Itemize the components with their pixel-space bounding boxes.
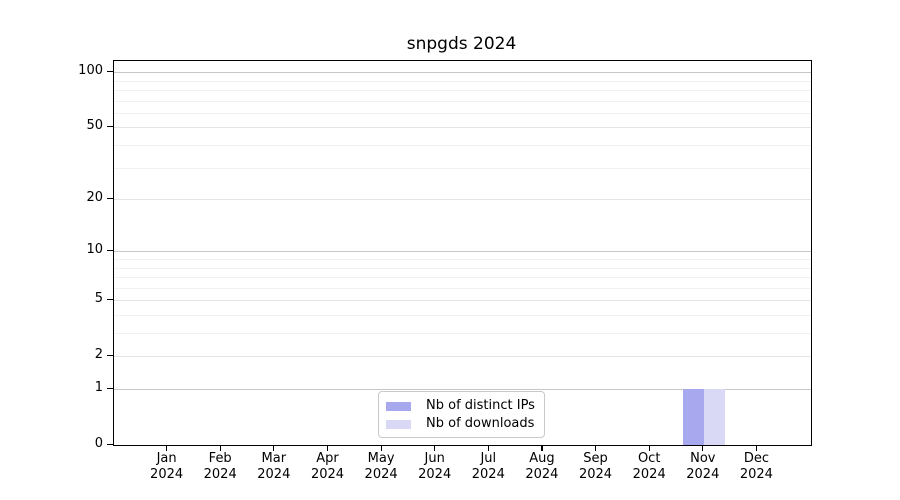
x-tick-dec-2024 — [755, 445, 758, 451]
x-tick-label-line: 2024 — [418, 467, 452, 482]
gridline-y-8 — [114, 267, 811, 269]
legend: Nb of distinct IPs Nb of downloads — [378, 391, 545, 438]
gridline-y-10 — [114, 251, 811, 253]
y-tick-1 — [107, 387, 113, 389]
y-tick-label-20: 20 — [86, 190, 103, 206]
y-tick-label-100: 100 — [78, 63, 103, 79]
legend-swatch-icon — [386, 419, 411, 429]
x-tick-label-aug-2024: Aug 2024 — [510, 451, 574, 483]
x-tick-label-jan-2024: Jan 2024 — [135, 451, 199, 483]
y-tick-label-2: 2 — [94, 347, 103, 363]
y-tick-2 — [107, 354, 113, 356]
y-tick-label-50: 50 — [86, 118, 103, 134]
x-tick-label-line: 2024 — [471, 467, 505, 482]
gridline-y-2 — [114, 356, 811, 358]
x-tick-label-line: 2024 — [203, 467, 237, 482]
gridline-y-80 — [114, 90, 811, 91]
x-tick-label-line: Apr — [316, 451, 339, 466]
y-tick-50 — [107, 125, 113, 128]
legend-label: Nb of distinct IPs — [426, 398, 535, 413]
x-tick-jul-2024 — [487, 445, 489, 451]
x-tick-may-2024 — [380, 445, 382, 451]
x-tick-label-line: 2024 — [632, 467, 666, 482]
x-tick-label-mar-2024: Mar 2024 — [242, 451, 306, 483]
x-tick-label-line: Jul — [480, 451, 497, 466]
x-tick-label-line: 2024 — [686, 467, 720, 482]
x-tick-label-line: Feb — [208, 451, 232, 466]
x-tick-label-line: Jan — [156, 451, 177, 466]
x-tick-label-line: 2024 — [364, 467, 398, 482]
gridline-y-30 — [114, 167, 811, 169]
plot-area — [113, 60, 812, 446]
gridline-y-20 — [114, 199, 811, 201]
x-tick-label-jul-2024: Jul 2024 — [456, 451, 520, 483]
x-tick-label-dec-2024: Dec 2024 — [724, 451, 788, 483]
x-tick-label-sep-2024: Sep 2024 — [564, 451, 628, 483]
x-tick-label-line: 2024 — [257, 467, 291, 482]
gridline-y-90 — [114, 80, 811, 82]
x-tick-label-line: Jun — [424, 451, 445, 466]
bar-nb-of-distinct-ips-nov-2024 — [682, 389, 704, 445]
x-tick-label-line: 2024 — [310, 467, 345, 482]
x-tick-label-nov-2024: Nov 2024 — [671, 451, 735, 483]
gridline-y-6 — [114, 287, 811, 289]
legend-swatch-icon — [386, 401, 411, 411]
chart-title: snpgds 2024 — [406, 34, 517, 54]
x-tick-oct-2024 — [648, 445, 650, 451]
x-tick-sep-2024 — [595, 445, 597, 451]
y-tick-5 — [107, 298, 113, 300]
gridline-y-70 — [114, 100, 811, 102]
x-tick-jun-2024 — [434, 445, 436, 451]
x-tick-label-line: 2024 — [150, 467, 184, 482]
x-tick-feb-2024 — [219, 445, 221, 451]
gridline-y-4 — [114, 315, 811, 316]
x-tick-label-line: Nov — [690, 451, 716, 466]
gridline-y-7 — [114, 277, 811, 278]
legend-item-nb-of-distinct-ips: Nb of distinct IPs — [385, 397, 538, 415]
x-tick-apr-2024 — [327, 445, 329, 451]
gridline-y-5 — [114, 300, 811, 302]
x-tick-label-line: Aug — [529, 451, 555, 466]
gridline-y-100 — [114, 72, 811, 74]
x-tick-label-apr-2024: Apr 2024 — [296, 451, 360, 483]
gridline-y-1 — [114, 389, 811, 390]
gridline-y-40 — [114, 145, 811, 146]
y-tick-label-5: 5 — [94, 291, 103, 307]
x-tick-label-line: Sep — [583, 451, 608, 466]
y-tick-label-1: 1 — [94, 380, 103, 395]
x-tick-label-line: May — [367, 451, 395, 466]
x-tick-label-line: Oct — [637, 451, 661, 466]
x-tick-label-oct-2024: Oct 2024 — [617, 451, 681, 483]
gridline-y-50 — [114, 127, 811, 129]
y-tick-10 — [107, 249, 113, 251]
y-tick-0 — [107, 443, 113, 445]
y-tick-20 — [107, 197, 113, 199]
x-tick-label-jun-2024: Jun 2024 — [403, 451, 467, 483]
x-tick-label-line: 2024 — [525, 467, 559, 482]
y-tick-100 — [107, 70, 113, 72]
x-tick-label-line: 2024 — [578, 467, 613, 482]
x-tick-nov-2024 — [702, 445, 704, 451]
x-tick-label-line: Dec — [743, 451, 769, 466]
x-tick-mar-2024 — [273, 445, 275, 451]
legend-label: Nb of downloads — [426, 416, 535, 431]
x-tick-label-feb-2024: Feb 2024 — [188, 451, 252, 483]
x-tick-label-line: 2024 — [739, 467, 773, 482]
bar-nb-of-downloads-nov-2024 — [703, 389, 725, 445]
x-tick-jan-2024 — [166, 445, 168, 451]
x-tick-aug-2024 — [541, 445, 543, 451]
gridline-y-3 — [114, 333, 811, 334]
x-tick-label-line: Mar — [261, 451, 287, 466]
gridline-y-60 — [114, 112, 811, 114]
y-tick-label-10: 10 — [86, 242, 103, 258]
x-tick-label-may-2024: May 2024 — [349, 451, 413, 483]
y-tick-label-0: 0 — [94, 436, 103, 451]
legend-item-nb-of-downloads: Nb of downloads — [385, 415, 538, 433]
gridline-y-9 — [114, 259, 811, 260]
